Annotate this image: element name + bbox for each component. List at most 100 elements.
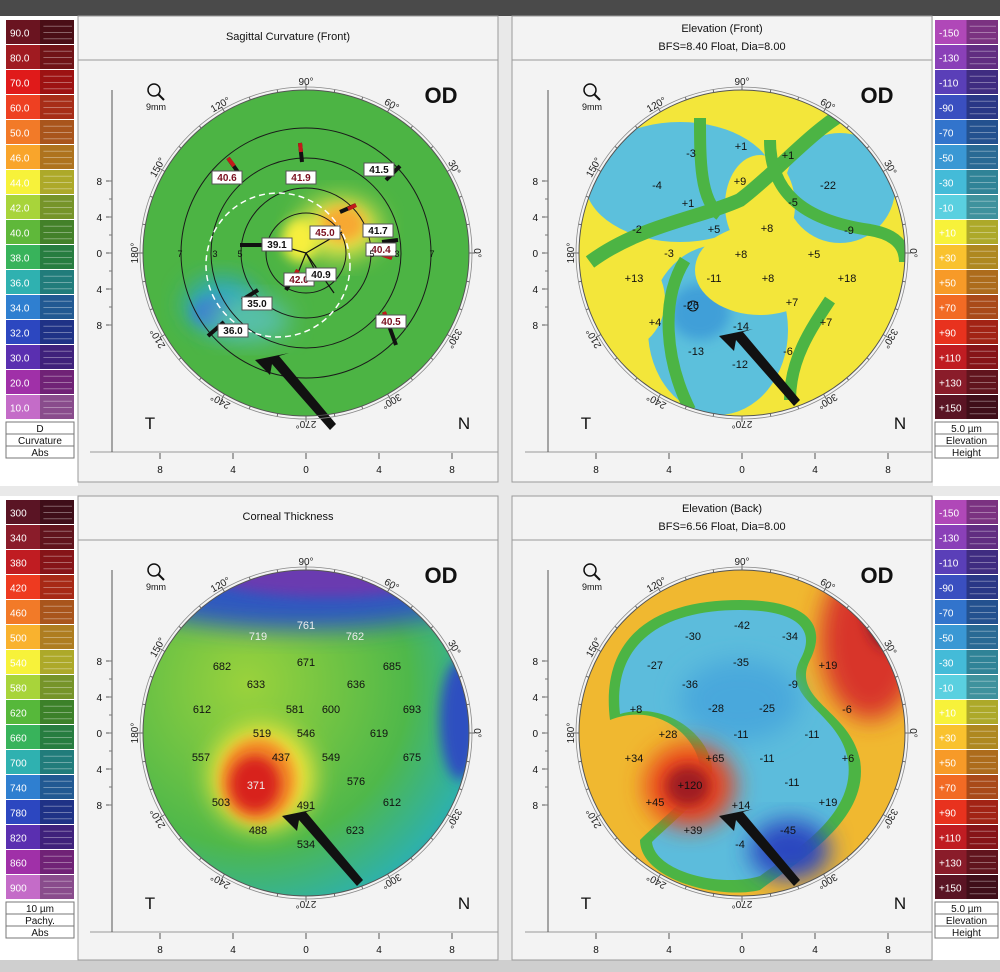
scale-swatch xyxy=(935,850,967,874)
angle-label: 180° xyxy=(566,243,577,264)
value-label: -22 xyxy=(820,180,836,192)
y-tick-label: 4 xyxy=(96,285,102,296)
color-scale: -150 -130 -110 -90 -70 -50 -30 -10 +10 +30 +50 +70 +… xyxy=(934,20,999,459)
scale-value: -150 xyxy=(939,509,959,520)
angle-tick xyxy=(142,223,146,226)
y-tick-label: 8 xyxy=(96,801,102,812)
value-label: +6 xyxy=(842,753,855,765)
value-label: +7 xyxy=(786,297,799,309)
scale-footer-text: D xyxy=(36,424,43,435)
angle-label: 180° xyxy=(566,723,577,744)
angle-tick xyxy=(684,576,687,581)
scale-swatch xyxy=(6,875,40,899)
scale-swatch xyxy=(935,120,967,144)
scale-swatch-shade xyxy=(40,725,74,749)
angle-label: 0° xyxy=(907,248,918,258)
angle-tick xyxy=(769,413,772,417)
value-label: +120 xyxy=(678,780,703,792)
scale-value: 46.0 xyxy=(10,154,30,165)
scale-swatch-shade xyxy=(966,650,998,674)
scale-swatch xyxy=(6,675,40,699)
ring-9mm xyxy=(180,127,432,379)
scale-value: 900 xyxy=(10,884,27,895)
y-tick-label: 0 xyxy=(96,729,102,740)
y-tick-label: 4 xyxy=(96,693,102,704)
angle-tick xyxy=(276,569,279,573)
scale-swatch xyxy=(935,825,967,849)
window-bottom-bar xyxy=(0,960,1000,972)
eye-label: OD xyxy=(861,83,894,108)
scale-swatch-shade xyxy=(40,775,74,799)
thinnest-point-marker xyxy=(687,300,699,312)
scale-swatch-shade xyxy=(40,700,74,724)
zoom-icon[interactable] xyxy=(583,83,601,101)
scale-footer-cell xyxy=(934,925,999,939)
x-tick-label: 4 xyxy=(376,945,382,956)
zoom-icon[interactable] xyxy=(583,563,601,581)
angle-tick xyxy=(894,308,899,311)
scale-value: 740 xyxy=(10,784,27,795)
angle-tick xyxy=(894,195,899,198)
low-zone xyxy=(619,610,849,881)
map-surface xyxy=(143,570,469,896)
angle-tick xyxy=(410,377,414,381)
scale-footer-text: Height xyxy=(952,928,981,939)
scale-swatch xyxy=(6,700,40,724)
scale-value: 860 xyxy=(10,859,27,870)
scale-swatch xyxy=(6,95,40,119)
zoom-icon[interactable] xyxy=(147,563,165,581)
scale-swatch-shade xyxy=(40,20,74,44)
scale-value: +130 xyxy=(939,379,962,390)
scale-swatch-shade xyxy=(966,625,998,649)
angle-tick xyxy=(578,280,582,283)
value-label: 371 xyxy=(247,780,265,792)
value-label: +13 xyxy=(625,273,644,285)
angle-tick xyxy=(634,125,638,129)
value-label: -14 xyxy=(733,321,749,333)
x-tick-label: 8 xyxy=(157,945,163,956)
scale-swatch-shade xyxy=(40,195,74,219)
value-label: -12 xyxy=(732,359,748,371)
value-label: -30 xyxy=(685,631,701,643)
scale-swatch-shade xyxy=(966,700,998,724)
eye-label: OD xyxy=(861,563,894,588)
value-label: 612 xyxy=(193,704,211,716)
y-tick-label: 8 xyxy=(532,321,538,332)
angle-label: 90° xyxy=(734,77,749,88)
angle-ring xyxy=(139,566,473,900)
y-tick-label: 0 xyxy=(532,729,538,740)
scale-value: 20.0 xyxy=(10,379,30,390)
scale-swatch-shade xyxy=(966,145,998,169)
scale-value: +90 xyxy=(939,809,956,820)
scale-value: 36.0 xyxy=(10,279,30,290)
scale-swatch-shade xyxy=(966,600,998,624)
temporal-letter: T xyxy=(581,414,591,433)
window-top-bar xyxy=(0,0,1000,16)
angle-tick xyxy=(866,625,870,629)
value-label: 549 xyxy=(322,752,340,764)
angle-tick xyxy=(178,837,182,841)
scale-swatch-shade xyxy=(40,170,74,194)
value-label: 42.0 xyxy=(289,275,309,286)
scale-value: 80.0 xyxy=(10,54,30,65)
scale-footer-text: Abs xyxy=(31,448,48,459)
scale-swatch xyxy=(935,295,967,319)
svg-text:5: 5 xyxy=(237,249,242,259)
scale-value: -110 xyxy=(939,79,959,90)
scale-value: 620 xyxy=(10,709,27,720)
angle-tick xyxy=(248,405,251,410)
angle-tick xyxy=(634,857,638,861)
y-tick-label: 8 xyxy=(532,657,538,668)
angle-tick xyxy=(276,413,279,417)
value-label: 619 xyxy=(370,728,388,740)
temporal-letter: T xyxy=(581,894,591,913)
angle-label: 0° xyxy=(471,248,482,258)
angle-tick xyxy=(333,413,336,417)
panel-sagittal-curvature: 90.0 80.0 70.0 60.0 50.0 46.0 44.0 42.0 40.0 38.0… xyxy=(0,15,499,486)
scale-swatch xyxy=(935,370,967,394)
scale-swatch xyxy=(6,625,40,649)
value-label: +34 xyxy=(625,753,644,765)
zoom-icon[interactable] xyxy=(147,83,165,101)
scale-swatch-shade xyxy=(40,750,74,774)
map-background xyxy=(143,570,469,896)
